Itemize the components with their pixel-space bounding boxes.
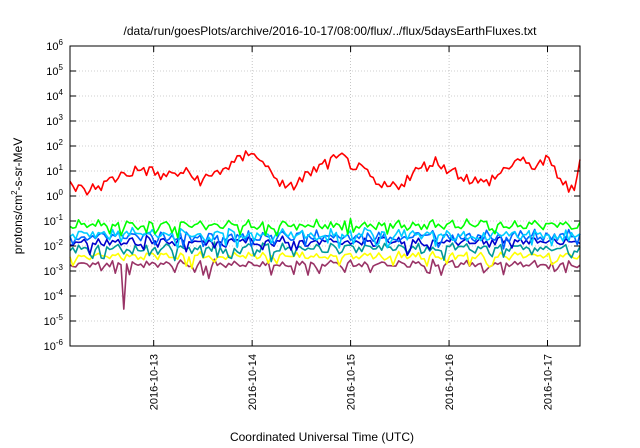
x-tick-label: 2016-10-16 (444, 354, 456, 410)
y-tick-exponent: 4 (59, 88, 64, 97)
y-tick-base: 10 (46, 141, 58, 153)
y-tick-label: 10-4 (44, 288, 64, 303)
series-line (69, 234, 581, 257)
y-tick-label: 104 (46, 88, 63, 103)
y-axis-title-pre: protons/cm (11, 195, 25, 254)
y-axis-title: protons/cm2-s-sr-MeV (10, 138, 25, 254)
data-series-group (69, 150, 581, 310)
y-axis-title-sup: 2 (10, 190, 19, 195)
y-tick-exponent: -1 (56, 213, 64, 222)
y-axis-title-post: -s-sr-MeV (11, 138, 25, 191)
y-tick-base: 10 (46, 91, 58, 103)
x-axis: 2016-10-13 2016-10-14 2016-10-15 2016-10-16… (149, 46, 555, 410)
y-tick-exponent: 1 (59, 163, 64, 172)
y-tick-base: 10 (44, 316, 56, 328)
y-tick-base: 10 (44, 241, 56, 253)
series-line (69, 150, 581, 196)
y-tick-exponent: 3 (59, 113, 64, 122)
y-tick-exponent: 0 (59, 188, 64, 197)
y-tick-label: 10-1 (44, 213, 64, 228)
y-tick-exponent: -5 (56, 313, 64, 322)
y-tick-base: 10 (44, 341, 56, 353)
y-tick-base: 10 (44, 291, 56, 303)
y-tick-label: 106 (46, 38, 63, 53)
series-line (69, 258, 581, 310)
x-tick-label: 2016-10-13 (149, 354, 161, 410)
y-tick-exponent: 5 (59, 63, 64, 72)
y-tick-base: 10 (46, 66, 58, 78)
y-tick-exponent: 6 (59, 38, 64, 47)
series-line (69, 241, 581, 263)
y-tick-label: 105 (46, 63, 63, 78)
chart-title: /data/run/goesPlots/archive/2016-10-17/0… (124, 24, 538, 38)
x-tick-label: 2016-10-15 (346, 354, 358, 410)
grid-lines (70, 46, 580, 346)
y-tick-exponent: -6 (56, 338, 64, 347)
y-tick-base: 10 (46, 166, 58, 178)
y-tick-base: 10 (46, 116, 58, 128)
y-tick-base: 10 (46, 41, 58, 53)
x-tick-label: 2016-10-17 (543, 354, 555, 410)
y-tick-exponent: -2 (56, 238, 64, 247)
series-line (69, 250, 581, 270)
y-tick-base: 10 (46, 191, 58, 203)
y-tick-label: 10-2 (44, 238, 64, 253)
y-tick-label: 10-5 (44, 313, 64, 328)
y-tick-exponent: 2 (59, 138, 64, 147)
y-tick-base: 10 (44, 216, 56, 228)
y-axis: 10610510410310210110010-110-210-310-410-… (44, 38, 580, 353)
series-line (69, 217, 581, 239)
y-tick-label: 100 (46, 188, 63, 203)
x-tick-label: 2016-10-14 (247, 354, 259, 410)
y-tick-label: 103 (46, 113, 63, 128)
y-tick-label: 102 (46, 138, 63, 153)
y-tick-base: 10 (44, 266, 56, 278)
y-tick-exponent: -4 (56, 288, 64, 297)
y-tick-label: 10-3 (44, 263, 64, 278)
y-tick-label: 10-6 (44, 338, 64, 353)
y-tick-exponent: -3 (56, 263, 64, 272)
x-axis-title: Coordinated Universal Time (UTC) (230, 430, 414, 444)
y-tick-label: 101 (46, 163, 63, 178)
